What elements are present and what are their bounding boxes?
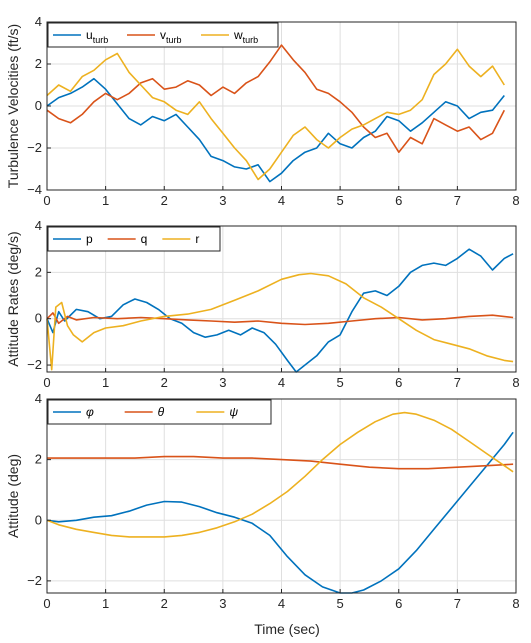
y-tick-label: −4: [27, 182, 42, 197]
subplot-turbulence-velocities: 0 1 2 3 4 5 6 7 8 −4 −2 0 2 4 Turbulence Velocities (f…: [5, 14, 520, 208]
x-tick-label: 6: [395, 375, 402, 390]
series-line-q: [46, 312, 514, 326]
y-tick-label: 2: [35, 56, 42, 71]
y-axis-label: Turbulence Velocities (ft/s): [5, 24, 21, 188]
x-tick-label: 6: [395, 193, 402, 208]
x-tick-label: 0: [43, 596, 50, 611]
series-line-w: [46, 48, 505, 181]
legend: p q r: [47, 226, 221, 252]
legend-entry-φ: φ: [86, 405, 94, 419]
series-line-φ: [46, 431, 514, 594]
y-tick-label: 4: [35, 391, 42, 406]
x-tick-label: 5: [337, 193, 344, 208]
y-tick-label: 2: [35, 452, 42, 467]
x-tick-label: 1: [102, 596, 109, 611]
x-tick-label: 4: [278, 193, 285, 208]
y-tick-label: 4: [35, 218, 42, 233]
x-tick-label: 2: [161, 596, 168, 611]
legend-box: [47, 22, 279, 48]
legend-subscript: turb: [93, 35, 109, 45]
y-tick-label: 0: [35, 311, 42, 326]
series-line-ψ: [46, 411, 514, 538]
x-tick-label: 3: [219, 375, 226, 390]
legend-entry-q: q: [141, 232, 148, 246]
legend-box: [47, 399, 272, 425]
series-line-u: [46, 77, 505, 183]
legend-entry-p: p: [86, 232, 93, 246]
x-axis-label: Time (sec): [254, 621, 320, 637]
x-tick-label: 3: [219, 596, 226, 611]
x-tick-label: 3: [219, 193, 226, 208]
y-tick-label: 2: [35, 264, 42, 279]
x-tick-label: 8: [512, 596, 519, 611]
x-tick-label: 7: [454, 375, 461, 390]
x-tick-label: 2: [161, 375, 168, 390]
x-tick-label: 7: [454, 596, 461, 611]
series-line-p: [46, 248, 514, 373]
x-tick-label: 1: [102, 375, 109, 390]
legend-entry-θ: θ: [158, 405, 165, 419]
x-tick-label: 1: [102, 193, 109, 208]
x-tick-label: 8: [512, 375, 519, 390]
series-line-r: [46, 272, 514, 371]
y-tick-label: 0: [35, 512, 42, 527]
legend-subscript: turb: [243, 35, 259, 45]
x-tick-label: 4: [278, 375, 285, 390]
x-tick-label: 8: [512, 193, 519, 208]
y-tick-label: −2: [27, 573, 42, 588]
y-axis-label: Attitude (deg): [5, 454, 21, 538]
legend-entry-r: r: [195, 232, 199, 246]
x-tick-label: 6: [395, 596, 402, 611]
y-tick-label: 4: [35, 14, 42, 29]
y-tick-label: −2: [27, 140, 42, 155]
x-tick-label: 0: [43, 375, 50, 390]
x-tick-label: 4: [278, 596, 285, 611]
x-tick-label: 7: [454, 193, 461, 208]
series-line-v: [46, 44, 506, 153]
legend-entry-ψ: ψ: [229, 405, 238, 419]
legend-subscript: turb: [166, 35, 182, 45]
x-tick-label: 2: [161, 193, 168, 208]
legend: uturb vturb wturb: [47, 22, 279, 48]
series-line-θ: [47, 455, 514, 470]
x-tick-label: 5: [337, 375, 344, 390]
x-tick-label: 5: [337, 596, 344, 611]
y-axis-label: Attitude Rates (deg/s): [5, 231, 21, 366]
x-tick-label: 0: [43, 193, 50, 208]
y-tick-label: −2: [27, 357, 42, 372]
y-tick-label: 0: [35, 98, 42, 113]
